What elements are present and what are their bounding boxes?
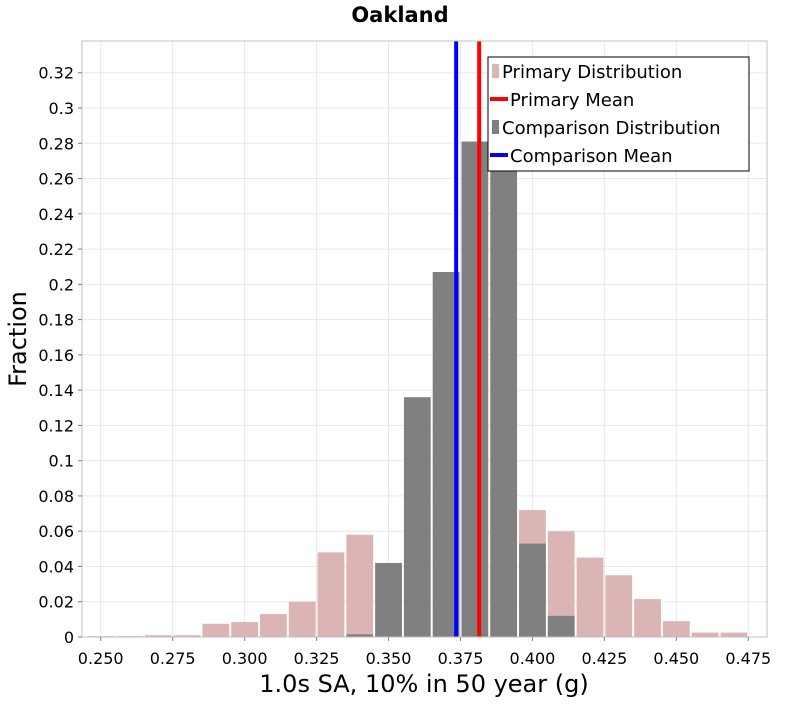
comparison-distribution-bar	[375, 562, 402, 637]
legend-item-comparison-mean: Comparison Mean	[490, 146, 673, 167]
x-tick-label: 0.425	[581, 649, 627, 668]
grid-lines	[82, 41, 767, 638]
primary-distribution-bar	[260, 614, 287, 637]
x-tick-label: 0.475	[725, 649, 771, 668]
legend-label-primary-mean: Primary Mean	[510, 90, 634, 111]
x-tick-label: 0.450	[653, 649, 699, 668]
legend-item-comparison-distribution: Comparison Distribution	[492, 118, 721, 139]
legend-box	[487, 56, 750, 172]
y-tick-label: 0.08	[38, 487, 74, 506]
legend-label-primary-distribution: Primary Distribution	[502, 62, 682, 83]
y-tick-label: 0.24	[38, 205, 74, 224]
mean-lines	[454, 41, 482, 637]
primary-distribution-bar	[720, 632, 748, 637]
y-axis-ticks: 0 0.02 0.04 0.06 0.08 0.1 0.12 0.14 0.16 0.18 0.2 0…	[38, 64, 82, 647]
primary-distribution-bar	[144, 635, 172, 637]
legend-item-primary-distribution: Primary Distribution	[492, 62, 682, 83]
y-tick-label: 0.06	[38, 522, 74, 541]
y-tick-label: 0.2	[49, 275, 74, 294]
y-tick-label: 0.3	[49, 99, 74, 118]
primary-distribution-bar	[288, 601, 316, 637]
x-axis-title: 1.0s SA, 10% in 50 year (g)	[259, 670, 588, 698]
y-tick-label: 0.04	[38, 557, 74, 576]
y-tick-label: 0.28	[38, 134, 74, 153]
legend-swatch-primary-mean	[490, 97, 508, 101]
x-tick-label: 0.350	[366, 649, 412, 668]
legend-swatch-comparison-distribution	[492, 120, 499, 134]
comparison-distribution-bar	[461, 141, 489, 637]
comparison-distribution-bar	[403, 397, 431, 637]
x-tick-label: 0.275	[150, 649, 196, 668]
legend-swatch-comparison-mean	[490, 153, 508, 157]
primary-distribution-bar	[173, 635, 201, 637]
x-tick-label: 0.250	[78, 649, 124, 668]
plot-border	[81, 40, 768, 638]
y-axis-title: Fraction	[4, 291, 32, 387]
legend: Primary Distribution Primary Mean Compar…	[487, 56, 750, 172]
y-tick-label: 0.14	[38, 381, 74, 400]
y-tick-label: 0.12	[38, 416, 74, 435]
primary-distribution-bar	[691, 632, 719, 637]
x-tick-label: 0.325	[294, 649, 340, 668]
legend-label-comparison-mean: Comparison Mean	[510, 146, 673, 167]
primary-distribution-bar	[662, 621, 690, 637]
x-axis-ticks: 0.250 0.275 0.300 0.325 0.350 0.375 0.400 0.425…	[78, 637, 771, 668]
comparison-distribution-bar	[519, 543, 546, 637]
comparison-distribution-bar	[490, 164, 518, 637]
chart-title: Oakland	[351, 3, 448, 27]
y-tick-label: 0.16	[38, 346, 74, 365]
primary-distribution-bar	[317, 552, 345, 637]
primary-distribution-bar	[202, 623, 230, 637]
x-tick-label: 0.375	[438, 649, 484, 668]
y-tick-label: 0.02	[38, 593, 74, 612]
primary-distribution-bar	[634, 599, 661, 637]
y-tick-label: 0	[64, 628, 74, 647]
x-tick-label: 0.300	[222, 649, 268, 668]
y-tick-label: 0.18	[38, 311, 74, 330]
y-tick-label: 0.32	[38, 64, 74, 83]
primary-distribution-bar	[231, 622, 259, 637]
comparison-distribution-bar	[346, 634, 374, 637]
primary-distribution-bar	[605, 575, 633, 637]
legend-swatch-primary-distribution	[492, 64, 499, 78]
y-tick-label: 0.22	[38, 240, 74, 259]
comparison-distribution-bar	[547, 615, 575, 637]
x-tick-label: 0.400	[510, 649, 556, 668]
primary-distribution-bar	[576, 557, 604, 637]
primary-distribution-bar	[346, 534, 374, 637]
legend-label-comparison-distribution: Comparison Distribution	[502, 118, 721, 139]
legend-item-primary-mean: Primary Mean	[490, 90, 634, 111]
y-tick-label: 0.1	[49, 452, 74, 471]
y-tick-label: 0.26	[38, 170, 74, 189]
